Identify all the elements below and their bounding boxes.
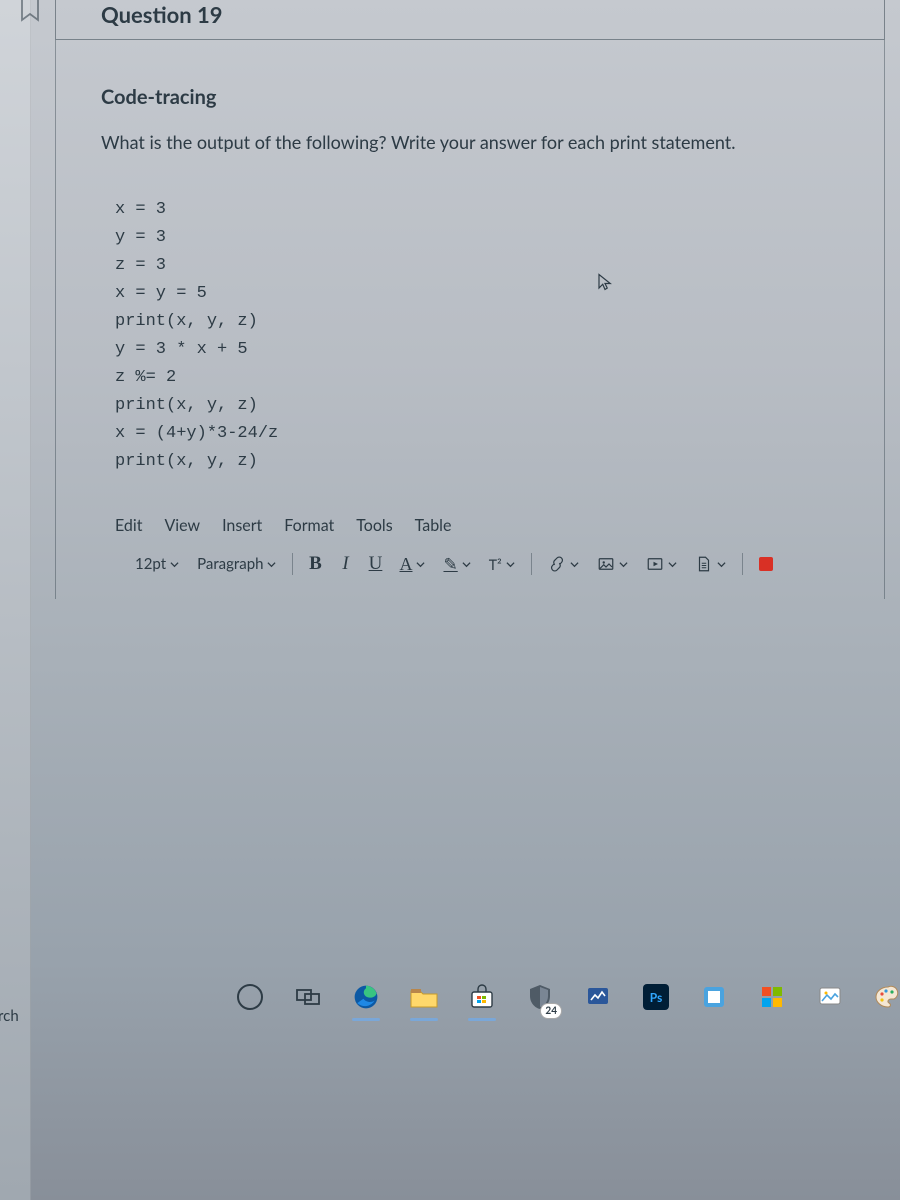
editor-menu-item[interactable]: Tools: [356, 516, 392, 535]
task-view-button[interactable]: [288, 977, 328, 1017]
cortana-icon: [237, 984, 263, 1010]
question-title: Question 19: [101, 1, 223, 28]
media-dropdown[interactable]: [640, 551, 683, 577]
document-dropdown[interactable]: [689, 551, 732, 577]
toolbar-separator: [742, 553, 743, 575]
paint-taskbar-button[interactable]: [868, 977, 900, 1017]
toolbar-separator: [531, 553, 532, 575]
code-block: x = 3 y = 3 z = 3 x = y = 5 print(x, y, …: [101, 196, 854, 476]
grid-icon: [759, 984, 785, 1010]
question-header: Question 19: [55, 0, 885, 40]
media-icon: [646, 555, 664, 573]
task-view-icon: [296, 987, 320, 1007]
paint3d-taskbar-button[interactable]: [578, 977, 618, 1017]
paragraph-style-dropdown[interactable]: Paragraph: [191, 551, 282, 577]
editor-menu-item[interactable]: Edit: [115, 516, 142, 535]
chevron-down-icon: [170, 560, 179, 569]
bold-button[interactable]: B: [303, 552, 327, 576]
chevron-down-icon: [619, 560, 628, 569]
text-color-dropdown[interactable]: A: [393, 550, 431, 579]
chevron-down-icon: [416, 560, 425, 569]
microsoft-store-button[interactable]: [462, 977, 502, 1017]
chevron-down-icon: [668, 560, 677, 569]
app-icon: [701, 984, 727, 1010]
paint-icon: [585, 984, 611, 1010]
highlight-glyph: ✎: [443, 553, 457, 575]
left-sidebar-cut: rch: [0, 0, 31, 1200]
question-prompt: What is the output of the following? Wri…: [101, 129, 854, 156]
app-taskbar-button-1[interactable]: [694, 977, 734, 1017]
picture-icon: [817, 984, 843, 1010]
editor-menu-item[interactable]: Insert: [222, 516, 262, 535]
chevron-down-icon: [570, 560, 579, 569]
sidebar-search-fragment: rch: [0, 1007, 19, 1025]
link-icon: [548, 555, 566, 573]
chevron-down-icon: [506, 560, 515, 569]
palette-icon: [874, 985, 900, 1009]
file-explorer-button[interactable]: [404, 977, 444, 1017]
edge-icon: [352, 983, 380, 1011]
chevron-down-icon: [717, 560, 726, 569]
editor-menu-item[interactable]: Table: [415, 516, 452, 535]
toolbar-separator: [292, 553, 293, 575]
question-body: Code-tracing What is the output of the f…: [55, 40, 885, 599]
chevron-down-icon: [462, 560, 471, 569]
editor-menu-item[interactable]: Format: [284, 516, 334, 535]
edge-taskbar-button[interactable]: [346, 977, 386, 1017]
editor-toolbar: 12pt Paragraph B I U A ✎ T²: [101, 549, 854, 579]
italic-button[interactable]: I: [333, 552, 357, 576]
cortana-button[interactable]: [230, 977, 270, 1017]
file-explorer-badge: 24: [540, 1003, 562, 1019]
page-root: rch Question 19 Code-tracing What is the…: [0, 0, 900, 1200]
app-taskbar-button-3[interactable]: [810, 977, 850, 1017]
security-taskbar-button[interactable]: 24: [520, 977, 560, 1017]
section-title: Code-tracing: [101, 85, 854, 109]
image-icon: [597, 555, 615, 573]
chevron-down-icon: [267, 560, 276, 569]
paragraph-style-label: Paragraph: [197, 555, 263, 573]
font-size-value: 12pt: [135, 555, 166, 573]
document-icon: [695, 555, 713, 573]
cursor-icon: [596, 270, 614, 294]
superscript-dropdown[interactable]: T²: [483, 552, 521, 577]
taskbar-active-underline: [410, 1018, 438, 1021]
app-taskbar-button-2[interactable]: [752, 977, 792, 1017]
folder-icon: [409, 985, 439, 1009]
editor-menu-bar: Edit View Insert Format Tools Table: [101, 516, 854, 535]
highlight-color-dropdown[interactable]: ✎: [437, 549, 476, 579]
record-media-button[interactable]: [759, 557, 773, 571]
editor-menu-item[interactable]: View: [164, 516, 200, 535]
windows-taskbar: 24 Ps: [230, 974, 900, 1020]
underline-button[interactable]: U: [363, 552, 387, 576]
photoshop-icon: Ps: [643, 984, 669, 1010]
photoshop-taskbar-button[interactable]: Ps: [636, 977, 676, 1017]
image-dropdown[interactable]: [591, 551, 634, 577]
photoshop-label: Ps: [650, 990, 663, 1005]
store-icon: [469, 984, 495, 1010]
link-dropdown[interactable]: [542, 551, 585, 577]
bookmark-icon[interactable]: [18, 0, 42, 22]
taskbar-active-underline: [468, 1018, 496, 1021]
font-size-dropdown[interactable]: 12pt: [129, 551, 185, 577]
superscript-glyph: T²: [489, 556, 502, 573]
text-color-glyph: A: [399, 554, 412, 575]
taskbar-active-underline: [352, 1018, 380, 1021]
